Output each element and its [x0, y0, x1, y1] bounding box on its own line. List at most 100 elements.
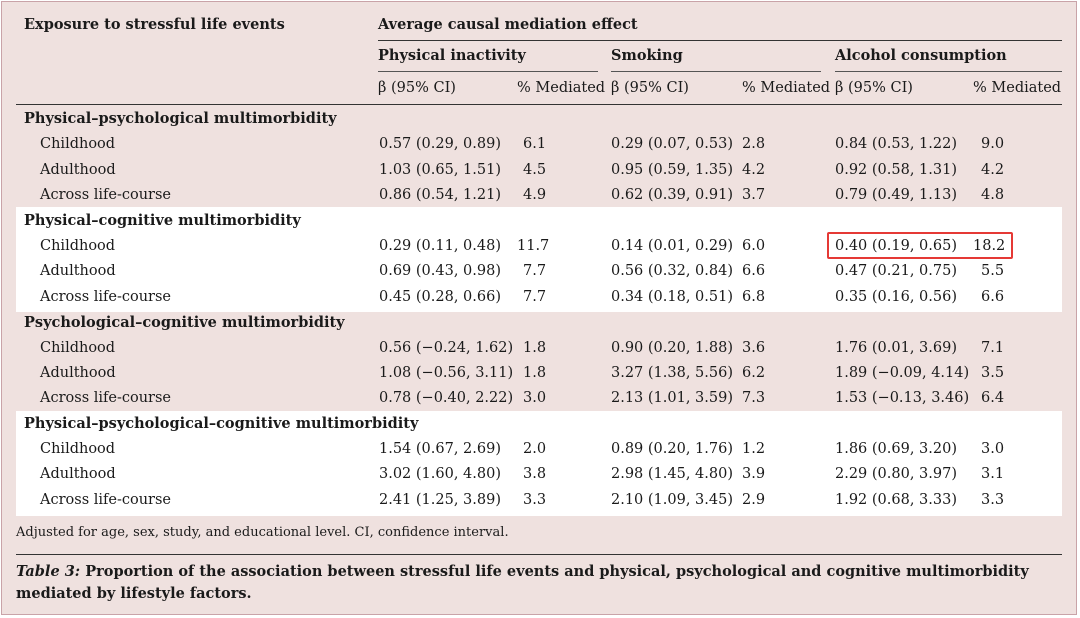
row-label: Adulthood — [40, 162, 116, 178]
row-label: Childhood — [40, 136, 116, 152]
cell-pct: 9.0 — [981, 136, 1005, 152]
cell-pct: 2.0 — [523, 441, 547, 457]
cell-beta: 1.53 (−0.13, 3.46) — [835, 390, 970, 406]
row-label: Adulthood — [40, 263, 116, 279]
highlight-box — [827, 232, 1013, 259]
section-band-2 — [16, 207, 1062, 312]
header-exposure: Exposure to stressful life events — [24, 16, 285, 33]
cell-beta: 0.57 (0.29, 0.89) — [379, 136, 501, 152]
cell-beta: 0.95 (0.59, 1.35) — [611, 162, 733, 178]
footnote: Adjusted for age, sex, study, and educat… — [16, 525, 509, 540]
cell-beta: 0.92 (0.58, 1.31) — [835, 162, 957, 178]
cell-pct: 4.9 — [523, 187, 547, 203]
cell-beta: 0.56 (0.32, 0.84) — [611, 263, 733, 279]
cell-beta: 2.10 (1.09, 3.45) — [611, 492, 733, 508]
table-caption: Table 3: Proportion of the association b… — [16, 561, 1062, 605]
cell-pct: 3.7 — [742, 187, 766, 203]
cell-beta: 3.27 (1.38, 5.56) — [611, 365, 733, 381]
cell-beta: 1.86 (0.69, 3.20) — [835, 441, 957, 457]
cell-beta: 1.92 (0.68, 3.33) — [835, 492, 957, 508]
cell-pct: 7.7 — [523, 289, 547, 305]
cell-pct: 6.6 — [981, 289, 1005, 305]
cell-beta: 0.40 (0.19, 0.65) — [835, 238, 957, 254]
section-title: Physical–psychological multimorbidity — [24, 110, 337, 127]
header-beta-3: β (95% CI) — [835, 80, 913, 96]
caption-label: Table 3: — [16, 563, 81, 580]
cell-beta: 0.47 (0.21, 0.75) — [835, 263, 957, 279]
cell-pct: 3.0 — [523, 390, 547, 406]
cell-pct: 1.2 — [742, 441, 766, 457]
cell-pct: 4.2 — [742, 162, 766, 178]
cell-pct: 7.7 — [523, 263, 547, 279]
section-title: Physical–psychological–cognitive multimo… — [24, 415, 419, 432]
cell-pct: 3.9 — [742, 466, 766, 482]
cell-beta: 0.45 (0.28, 0.66) — [379, 289, 501, 305]
cell-pct: 3.1 — [981, 466, 1005, 482]
cell-beta: 0.86 (0.54, 1.21) — [379, 187, 501, 203]
cell-pct: 3.3 — [523, 492, 547, 508]
cell-pct: 3.6 — [742, 340, 766, 356]
cell-beta: 0.34 (0.18, 0.51) — [611, 289, 733, 305]
rule-mediator-2 — [611, 71, 821, 72]
row-label: Across life-course — [40, 390, 172, 406]
cell-beta: 0.89 (0.20, 1.76) — [611, 441, 733, 457]
rule-acme — [378, 40, 1062, 41]
cell-beta: 0.79 (0.49, 1.13) — [835, 187, 957, 203]
cell-pct: 11.7 — [517, 238, 550, 254]
row-label: Childhood — [40, 441, 116, 457]
section-title: Physical–cognitive multimorbidity — [24, 212, 301, 229]
rule-mediator-3 — [835, 71, 1062, 72]
header-beta-2: β (95% CI) — [611, 80, 689, 96]
cell-beta: 0.62 (0.39, 0.91) — [611, 187, 733, 203]
cell-pct: 1.8 — [523, 340, 547, 356]
header-acme: Average causal mediation effect — [378, 16, 638, 33]
cell-beta: 0.35 (0.16, 0.56) — [835, 289, 957, 305]
cell-pct: 18.2 — [973, 238, 1006, 254]
cell-beta: 1.89 (−0.09, 4.14) — [835, 365, 970, 381]
cell-pct: 6.0 — [742, 238, 766, 254]
caption-text: Proportion of the association between st… — [16, 563, 1029, 602]
cell-beta: 0.90 (0.20, 1.88) — [611, 340, 733, 356]
cell-pct: 6.8 — [742, 289, 766, 305]
cell-pct: 1.8 — [523, 365, 547, 381]
section-title: Psychological–cognitive multimorbidity — [24, 314, 345, 331]
row-label: Across life-course — [40, 492, 172, 508]
cell-pct: 7.1 — [981, 340, 1005, 356]
header-mediator-2: Smoking — [611, 47, 683, 64]
cell-beta: 0.29 (0.11, 0.48) — [379, 238, 501, 254]
cell-beta: 0.69 (0.43, 0.98) — [379, 263, 501, 279]
header-beta-1: β (95% CI) — [378, 80, 456, 96]
cell-beta: 0.78 (−0.40, 2.22) — [379, 390, 514, 406]
rule-caption — [16, 554, 1062, 555]
rule-header-bottom — [16, 104, 1062, 105]
row-label: Across life-course — [40, 187, 172, 203]
cell-beta: 2.98 (1.45, 4.80) — [611, 466, 733, 482]
cell-beta: 1.08 (−0.56, 3.11) — [379, 365, 514, 381]
cell-pct: 6.2 — [742, 365, 766, 381]
cell-beta: 2.13 (1.01, 3.59) — [611, 390, 733, 406]
cell-pct: 3.0 — [981, 441, 1005, 457]
cell-pct: 3.3 — [981, 492, 1005, 508]
cell-beta: 2.29 (0.80, 3.97) — [835, 466, 957, 482]
cell-beta: 1.54 (0.67, 2.69) — [379, 441, 501, 457]
header-mediator-3: Alcohol consumption — [835, 47, 1007, 64]
cell-pct: 2.8 — [742, 136, 766, 152]
cell-pct: 5.5 — [981, 263, 1005, 279]
cell-beta: 0.56 (−0.24, 1.62) — [379, 340, 514, 356]
header-pct-3: % Mediated — [973, 80, 1062, 96]
cell-pct: 3.5 — [981, 365, 1005, 381]
header-pct-1: % Mediated — [517, 80, 606, 96]
cell-pct: 2.9 — [742, 492, 766, 508]
rule-mediator-1 — [378, 71, 598, 72]
cell-pct: 4.8 — [981, 187, 1005, 203]
cell-beta: 1.03 (0.65, 1.51) — [379, 162, 501, 178]
row-label: Adulthood — [40, 466, 116, 482]
cell-beta: 1.76 (0.01, 3.69) — [835, 340, 957, 356]
cell-pct: 6.1 — [523, 136, 547, 152]
cell-beta: 3.02 (1.60, 4.80) — [379, 466, 501, 482]
row-label: Adulthood — [40, 365, 116, 381]
cell-pct: 6.6 — [742, 263, 766, 279]
cell-beta: 0.84 (0.53, 1.22) — [835, 136, 957, 152]
header-mediator-1: Physical inactivity — [378, 47, 526, 64]
cell-pct: 4.2 — [981, 162, 1005, 178]
